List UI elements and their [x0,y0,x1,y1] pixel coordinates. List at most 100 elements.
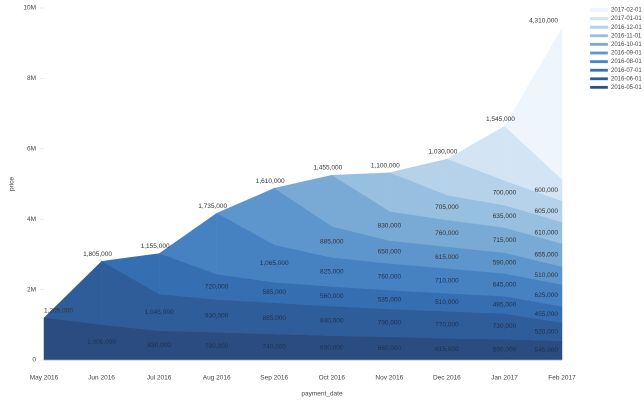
legend-label: 2016-11-01 [611,33,642,39]
data-label: 730,000 [493,323,517,330]
data-label: 830,000 [378,223,402,230]
data-label: 715,000 [493,237,517,244]
area-lead-in [44,261,102,325]
legend-label: 2016-12-01 [611,25,642,31]
data-label: 560,000 [320,293,344,300]
data-label: 700,000 [493,190,517,197]
legend-swatch [589,16,609,21]
data-label: 770,000 [435,322,459,329]
x-tick-label: Jun 2016 [88,375,115,382]
data-label: 590,000 [493,260,517,267]
y-tick-label: 2M [27,286,36,293]
data-label: 1,610,000 [256,178,285,185]
data-label: 4,310,000 [529,18,558,25]
data-label: 885,000 [320,239,344,246]
data-label: 1,545,000 [486,116,515,123]
data-label: 655,000 [535,252,559,259]
legend-label: 2016-05-01 [611,85,642,91]
legend-swatch [589,68,609,72]
data-label: 1,045,000 [145,309,174,316]
legend-label: 2016-08-01 [611,59,642,65]
data-label: 1,065,000 [260,260,289,267]
legend-label: 2017-01-01 [611,16,642,22]
area-lead-in [331,172,390,212]
legend-label: 2016-10-01 [611,42,642,48]
x-tick-label: Jul 2016 [147,375,172,382]
area [504,125,563,202]
legend-swatch [589,51,609,55]
data-label: 510,000 [535,272,559,279]
y-tick-label: 10M [23,5,36,12]
data-label: 710,000 [435,278,459,285]
data-label: 1,735,000 [198,203,227,210]
data-label: 1,030,000 [428,149,457,156]
legend-swatch [589,77,609,81]
x-tick-label: May 2016 [30,375,59,382]
area-lead-in [274,175,332,227]
data-label: 590,000 [493,346,517,353]
x-tick-label: Jan 2017 [491,375,518,382]
data-label: 510,000 [435,299,459,306]
data-label: 660,000 [378,345,402,352]
data-label: 1,805,000 [83,251,112,258]
legend-label: 2017-02-01 [611,8,642,14]
data-label: 740,000 [262,344,286,351]
y-tick-label: 8M [27,75,36,82]
data-label: 885,000 [262,315,286,322]
data-label: 600,000 [535,187,559,194]
y-tick-label: 0 [32,357,36,364]
data-label: 455,000 [535,311,559,318]
data-label: 690,000 [320,345,344,352]
data-label: 520,000 [535,328,559,335]
data-label: 605,000 [535,208,559,215]
data-label: 545,000 [535,347,559,354]
data-label: 790,000 [378,320,402,327]
x-tick-label: Dec 2016 [433,375,461,382]
data-label: 585,000 [262,289,286,296]
data-label: 1,155,000 [141,243,170,250]
data-label: 645,000 [493,281,517,288]
data-label: 760,000 [378,273,402,280]
legend-swatch [589,34,609,38]
legend-swatch [589,85,609,90]
data-label: 930,000 [205,313,229,320]
legend-swatch [589,59,609,64]
y-tick-label: 4M [27,216,36,223]
data-label: 720,000 [205,284,229,291]
data-label: 1,205,000 [44,307,73,314]
y-axis-title: price [9,177,16,191]
x-tick-label: Feb 2017 [548,375,576,382]
data-label: 760,000 [435,230,459,237]
legend-swatch [589,42,609,47]
data-label: 625,000 [535,292,559,299]
data-label: 610,000 [535,229,559,236]
data-label: 825,000 [320,269,344,276]
data-label: 535,000 [378,296,402,303]
area-lead-in [159,213,217,275]
x-tick-label: Oct 2016 [319,375,346,382]
legend-swatch [589,8,609,12]
legend-swatch [589,25,609,29]
data-label: 830,000 [147,342,171,349]
area-lead-in [101,253,160,294]
data-label: 615,000 [435,346,459,353]
x-tick-label: Aug 2016 [203,375,231,382]
x-axis-title: payment_date [301,391,343,398]
area-lead-in [216,188,275,245]
data-label: 615,000 [435,254,459,261]
legend-label: 2016-07-01 [611,68,642,74]
data-label: 495,000 [493,302,517,309]
data-label: 705,000 [435,204,459,211]
area-lead-in [504,27,562,180]
data-label: 1,100,000 [371,162,400,169]
data-label: 1,005,000 [87,339,116,346]
legend-label: 2016-09-01 [611,51,642,57]
data-label: 635,000 [493,213,517,220]
legend-label: 2016-06-01 [611,76,642,82]
x-tick-label: Nov 2016 [375,375,403,382]
x-tick-label: Sep 2016 [260,375,288,382]
y-tick-label: 6M [27,146,36,153]
data-label: 1,455,000 [313,165,342,172]
area-lead-in [446,126,505,181]
